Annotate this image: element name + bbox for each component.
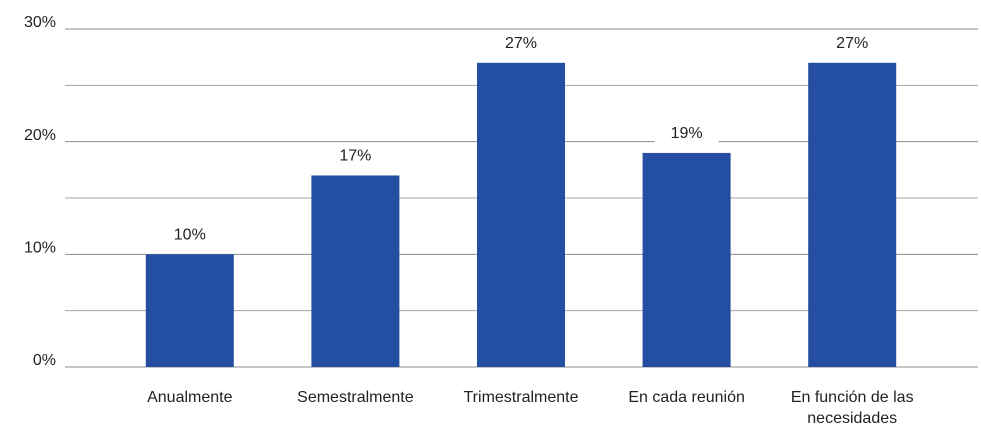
- x-tick-label: Anualmente: [147, 389, 233, 406]
- bar: [311, 175, 400, 367]
- x-tick-label: En cada reunión: [628, 389, 745, 406]
- value-label-bg: [489, 30, 553, 55]
- value-label: 10%: [174, 227, 206, 244]
- x-tick-label: En función de las necesidades: [790, 389, 914, 427]
- bar: [642, 152, 731, 367]
- value-label-bg: [820, 30, 885, 55]
- value-label-bg: [157, 222, 222, 247]
- value-label-bg: [323, 143, 388, 168]
- x-tick-label: Semestralmente: [297, 389, 414, 406]
- value-label: 27%: [836, 35, 868, 52]
- value-label: 19%: [671, 125, 703, 142]
- x-tick-label: Trimestralmente: [463, 389, 579, 406]
- bar: [808, 62, 897, 368]
- y-tick-label: 20%: [24, 127, 56, 144]
- bar: [145, 254, 234, 367]
- y-tick-label: 30%: [24, 14, 56, 31]
- value-label: 27%: [505, 35, 537, 52]
- y-tick-label: 10%: [24, 240, 56, 257]
- bar: [477, 62, 565, 368]
- value-label: 17%: [339, 148, 371, 165]
- value-label-bg: [654, 120, 719, 145]
- y-tick-label: 0%: [33, 352, 56, 369]
